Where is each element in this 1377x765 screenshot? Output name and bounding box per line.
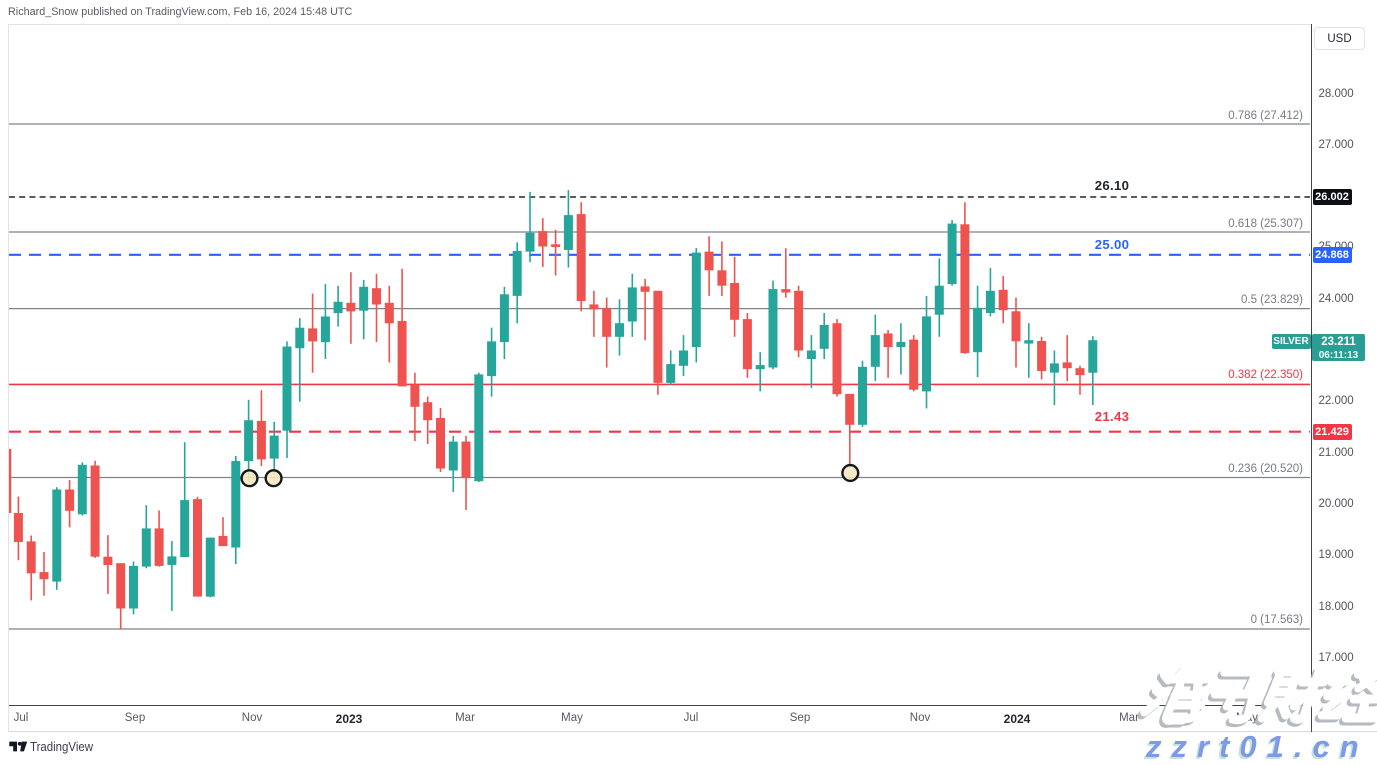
svg-text:TradingView: TradingView bbox=[30, 739, 94, 754]
